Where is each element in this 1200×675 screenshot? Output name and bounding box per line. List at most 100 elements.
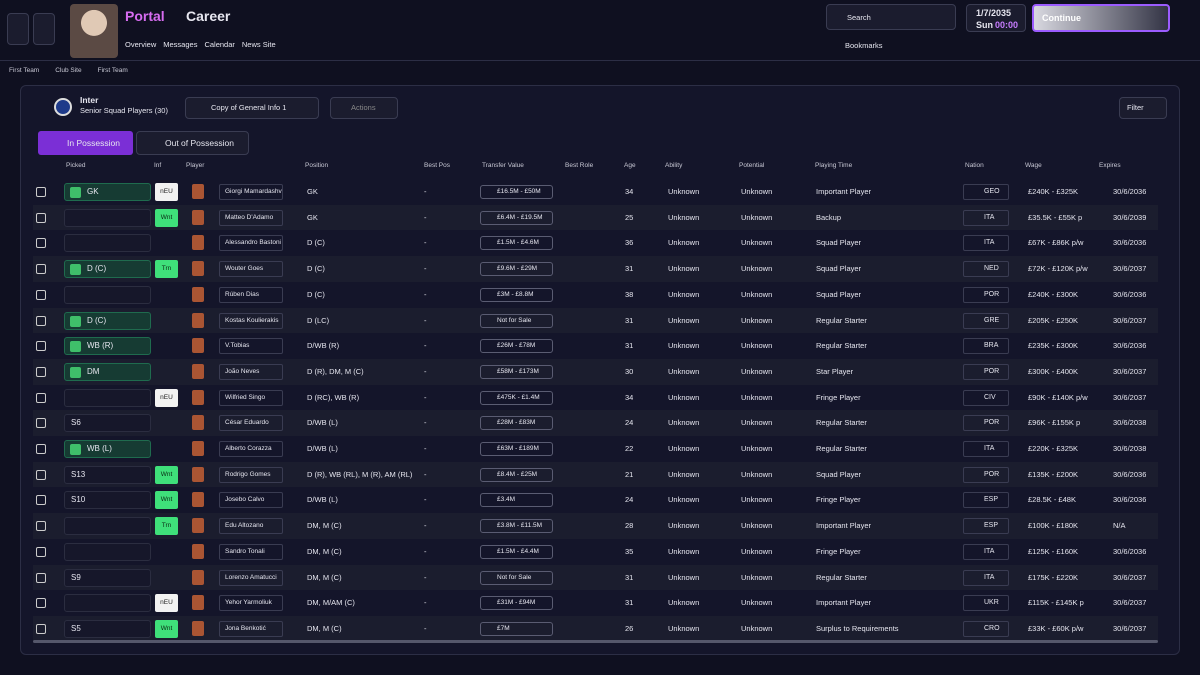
column-header[interactable]: Player: [186, 162, 205, 169]
forward-button[interactable]: [33, 13, 55, 45]
player-name[interactable]: Alberto Corazza: [219, 441, 283, 457]
player-row[interactable]: S6 César Eduardo D/WB (L) - 24 Unknown Unknown…: [33, 410, 1158, 436]
player-row[interactable]: D (C) Kostas Koulierakis D (LC) - 31 Unknown U…: [33, 307, 1158, 334]
player-name[interactable]: Alessandro Bastoni: [219, 235, 283, 252]
column-header[interactable]: Age: [624, 162, 636, 169]
column-header[interactable]: Ability: [665, 162, 683, 169]
player-row[interactable]: S5 Wnt Jona Benkotić DM, M (C) - 26 Unknown Unk…: [33, 615, 1158, 642]
player-name[interactable]: Kostas Koulierakis: [219, 312, 283, 329]
column-header[interactable]: Best Role: [565, 162, 594, 169]
picked-slot[interactable]: [64, 285, 151, 304]
checkbox[interactable]: [36, 623, 46, 634]
player-row[interactable]: Rúben Dias D (C) - 38 Unknown Unknown Squad Pl…: [33, 282, 1158, 308]
player-name[interactable]: Giorgi Mamardashvili: [219, 184, 283, 200]
player-name[interactable]: João Neves: [219, 363, 283, 380]
header-tab[interactable]: News Site: [241, 40, 276, 49]
player-row[interactable]: Alessandro Bastoni D (C) - 36 Unknown Unknown…: [33, 230, 1158, 256]
filter-button[interactable]: Filter: [1119, 97, 1167, 119]
picked-slot[interactable]: DM: [64, 362, 151, 381]
checkbox[interactable]: [36, 264, 46, 275]
checkbox[interactable]: [36, 341, 46, 352]
checkbox[interactable]: [36, 495, 46, 506]
bookmarks-button[interactable]: Bookmarks: [845, 41, 883, 50]
breadcrumb[interactable]: First Team: [97, 67, 128, 74]
picked-slot[interactable]: S10: [64, 491, 151, 510]
checkbox[interactable]: [36, 315, 46, 326]
breadcrumb[interactable]: First Team: [9, 67, 40, 74]
column-header[interactable]: Expires: [1099, 162, 1121, 169]
player-name[interactable]: Rúben Dias: [219, 286, 283, 303]
player-row[interactable]: S10 Wnt Josebo Calvo D/WB (L) - 24 Unknown Unkn…: [33, 487, 1158, 513]
picked-slot[interactable]: S6: [64, 414, 151, 433]
player-row[interactable]: GK nEU Giorgi Mamardashvili GK -34 Unknown Unk…: [33, 179, 1158, 205]
picked-slot[interactable]: D (C): [64, 260, 151, 279]
checkbox[interactable]: [36, 469, 46, 480]
player-row[interactable]: S13 Wnt Rodrigo Gomes D (R), WB (RL), M (R)…: [33, 461, 1158, 488]
header-tab[interactable]: Overview: [125, 40, 157, 49]
picked-slot[interactable]: [64, 234, 151, 253]
picked-slot[interactable]: GK: [64, 183, 151, 201]
checkbox[interactable]: [36, 521, 46, 532]
player-name[interactable]: Matteo D'Adamo: [219, 209, 283, 226]
column-header[interactable]: Playing Time: [815, 162, 853, 169]
player-name[interactable]: Jona Benkotić: [219, 620, 283, 637]
checkbox[interactable]: [36, 444, 46, 454]
column-header[interactable]: Inf: [154, 162, 162, 169]
column-header[interactable]: Position: [305, 162, 329, 169]
player-name[interactable]: Yehor Yarmoliuk: [219, 595, 283, 612]
player-row[interactable]: nEU Wilfried Singo D (RC), WB (R) - 34 Unknow…: [33, 385, 1158, 411]
player-name[interactable]: Josebo Calvo: [219, 492, 283, 509]
column-header[interactable]: Picked: [66, 162, 86, 169]
column-header[interactable]: Potential: [739, 162, 765, 169]
picked-slot[interactable]: WB (L): [64, 440, 151, 458]
checkbox[interactable]: [36, 546, 46, 557]
tab-out-of-possession[interactable]: Out of Possession: [136, 131, 249, 155]
player-name[interactable]: Wouter Goes: [219, 261, 283, 278]
picked-slot[interactable]: [64, 388, 151, 407]
career-menu[interactable]: Career: [186, 8, 231, 24]
search-button[interactable]: Search: [847, 13, 871, 22]
player-row[interactable]: Sandro Tonali DM, M (C) - 35 Unknown Unknown F…: [33, 539, 1158, 565]
player-row[interactable]: WB (R) V.Tobias D/WB (R) - 31 Unknown Unknown R…: [33, 333, 1158, 359]
checkbox[interactable]: [36, 289, 46, 300]
picked-slot[interactable]: WB (R): [64, 337, 151, 356]
checkbox[interactable]: [36, 238, 46, 249]
column-header[interactable]: Best Pos: [424, 162, 451, 169]
header-tab[interactable]: Calendar: [204, 40, 235, 49]
picked-slot[interactable]: S9: [64, 568, 151, 587]
player-name[interactable]: Lorenzo Amatucci: [219, 569, 283, 586]
player-row[interactable]: Wnt Matteo D'Adamo GK - 25 Unknown Unknown Back…: [33, 204, 1158, 231]
header-tab[interactable]: Messages: [163, 40, 198, 49]
player-name[interactable]: V.Tobias: [219, 338, 283, 355]
player-name[interactable]: César Eduardo: [219, 415, 283, 432]
player-row[interactable]: WB (L) Alberto Corazza D/WB (L) - 22 Unknown U…: [33, 436, 1158, 462]
picked-slot[interactable]: [64, 542, 151, 561]
checkbox[interactable]: [36, 212, 46, 223]
picked-slot[interactable]: D (C): [64, 311, 151, 330]
back-button[interactable]: [7, 13, 29, 45]
picked-slot[interactable]: S13: [64, 465, 151, 484]
player-name[interactable]: Sandro Tonali: [219, 543, 283, 560]
actions-button[interactable]: Actions: [330, 97, 398, 119]
column-header[interactable]: Transfer Value: [482, 162, 524, 169]
checkbox[interactable]: [36, 392, 46, 403]
column-header[interactable]: Wage: [1025, 162, 1042, 169]
player-name[interactable]: Wilfried Singo: [219, 389, 283, 406]
picked-slot[interactable]: [64, 594, 151, 613]
checkbox[interactable]: [36, 187, 46, 197]
checkbox[interactable]: [36, 418, 46, 429]
continue-button[interactable]: Continue: [1032, 4, 1170, 32]
checkbox[interactable]: [36, 572, 46, 583]
column-header[interactable]: Nation: [965, 162, 984, 169]
portal-menu[interactable]: Portal: [125, 8, 165, 24]
player-row[interactable]: Trn Edu Altozano DM, M (C) - 28 Unknown Unknow…: [33, 513, 1158, 539]
player-row[interactable]: nEU Yehor Yarmoliuk DM, M/AM (C) - 31 Unknown…: [33, 590, 1158, 616]
player-row[interactable]: D (C) Trn Wouter Goes D (C) -31 Unknown Unknow…: [33, 256, 1158, 282]
picked-slot[interactable]: [64, 208, 151, 227]
view-select[interactable]: Copy of General Info 1: [185, 97, 319, 119]
player-name[interactable]: Rodrigo Gomes: [219, 466, 283, 483]
picked-slot[interactable]: S5: [64, 619, 151, 638]
picked-slot[interactable]: [64, 517, 151, 536]
player-name[interactable]: Edu Altozano: [219, 518, 283, 535]
checkbox[interactable]: [36, 598, 46, 609]
